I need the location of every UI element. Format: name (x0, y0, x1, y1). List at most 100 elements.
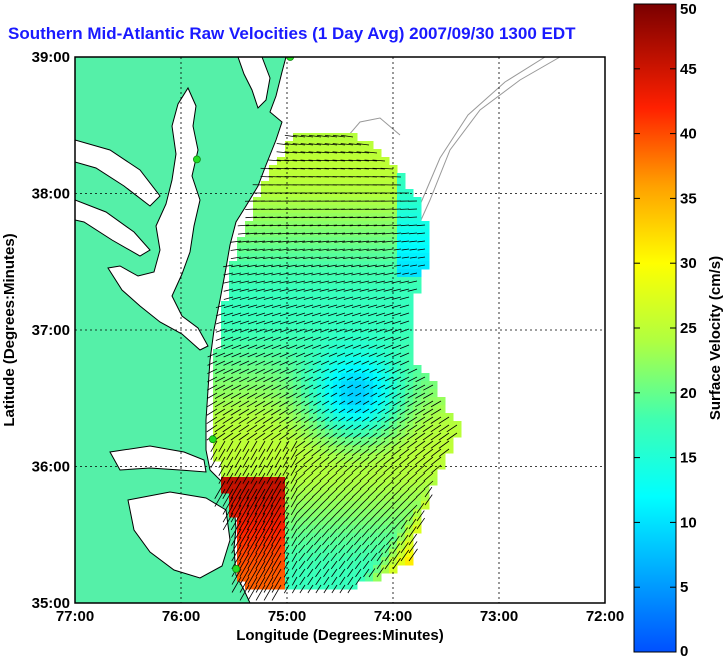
velocity-cell (293, 157, 302, 166)
velocity-vector (247, 312, 258, 317)
velocity-cell (381, 381, 390, 390)
velocity-cell (373, 261, 382, 270)
velocity-vector (385, 512, 394, 522)
velocity-vector (315, 584, 322, 594)
velocity-cell (285, 181, 294, 190)
velocity-cell (365, 285, 374, 294)
velocity-vector (296, 384, 306, 391)
velocity-cell (253, 277, 262, 286)
velocity-cell (213, 421, 222, 430)
velocity-vector (239, 296, 250, 300)
velocity-vector (231, 352, 242, 358)
velocity-vector (246, 504, 258, 523)
velocity-vector (271, 552, 282, 570)
velocity-vector (319, 464, 330, 474)
velocity-cell (373, 405, 382, 414)
velocity-cell (325, 285, 334, 294)
velocity-vector (296, 392, 306, 399)
velocity-cell (301, 493, 310, 502)
velocity-cell (373, 317, 382, 326)
velocity-vector (407, 480, 418, 490)
velocity-cell (261, 349, 270, 358)
velocity-vector (382, 248, 394, 251)
velocity-vector (438, 416, 450, 424)
velocity-vector (246, 520, 258, 538)
velocity-vector (226, 456, 234, 469)
velocity-cell (429, 421, 438, 430)
velocity-vector (308, 134, 322, 138)
velocity-vector (291, 568, 298, 578)
velocity-cell (261, 285, 270, 294)
velocity-vector (238, 488, 250, 507)
velocity-cell (325, 413, 334, 422)
velocity-cell (301, 357, 310, 366)
velocity-cell (437, 421, 446, 430)
velocity-vector (311, 296, 322, 300)
velocity-vector (255, 552, 266, 570)
velocity-vector (414, 432, 426, 441)
velocity-vector (295, 288, 306, 292)
velocity-vector (310, 256, 322, 260)
velocity-vector (287, 424, 298, 432)
velocity-vector (392, 384, 402, 390)
velocity-cell (357, 181, 366, 190)
velocity-cell (245, 365, 254, 374)
velocity-vector (316, 159, 330, 162)
velocity-vector (320, 432, 330, 440)
velocity-cell (317, 253, 326, 262)
velocity-cell (413, 477, 422, 486)
velocity-vector (319, 448, 330, 457)
velocity-vector (255, 320, 266, 325)
velocity-cell (333, 493, 342, 502)
velocity-vector (324, 151, 338, 154)
velocity-cell (397, 429, 406, 438)
velocity-cell (237, 261, 246, 270)
velocity-vector (327, 272, 338, 276)
velocity-cell (253, 397, 262, 406)
velocity-vector (392, 368, 402, 374)
velocity-vector (408, 511, 416, 522)
velocity-cell (317, 429, 326, 438)
velocity-cell (309, 133, 318, 142)
velocity-vector (314, 536, 322, 546)
velocity-cell (301, 149, 310, 158)
velocity-cell (301, 325, 310, 334)
velocity-cell (269, 333, 278, 342)
velocity-vector (360, 432, 370, 440)
velocity-vector (356, 167, 370, 170)
velocity-vector (294, 256, 306, 260)
velocity-vector (327, 472, 338, 482)
velocity-cell (317, 469, 326, 478)
velocity-vector (263, 304, 274, 309)
velocity-vector (206, 424, 218, 433)
velocity-cell (365, 341, 374, 350)
velocity-vector (263, 296, 274, 300)
velocity-vector (354, 544, 362, 554)
velocity-vector (354, 560, 362, 570)
velocity-vector (392, 504, 402, 514)
velocity-vector (366, 256, 378, 260)
velocity-vector (341, 224, 354, 227)
velocity-vector (320, 336, 330, 341)
velocity-cell (357, 389, 366, 398)
velocity-vector (361, 360, 370, 365)
velocity-cell (341, 317, 350, 326)
velocity-vector (344, 352, 354, 357)
velocity-cell (229, 365, 238, 374)
velocity-cell (365, 445, 374, 454)
velocity-cell (365, 381, 374, 390)
velocity-vector (210, 456, 218, 469)
velocity-cell (365, 421, 374, 430)
velocity-cell (277, 397, 286, 406)
velocity-vector (304, 360, 314, 366)
velocity-cell (325, 485, 334, 494)
velocity-cell (341, 349, 350, 358)
velocity-cell (349, 461, 358, 470)
velocity-vector (295, 336, 306, 341)
velocity-cell (413, 509, 422, 518)
velocity-cell (293, 357, 302, 366)
velocity-cell (397, 237, 406, 246)
velocity-cell (365, 309, 374, 318)
velocity-cell (429, 413, 438, 422)
velocity-cell (349, 325, 358, 334)
